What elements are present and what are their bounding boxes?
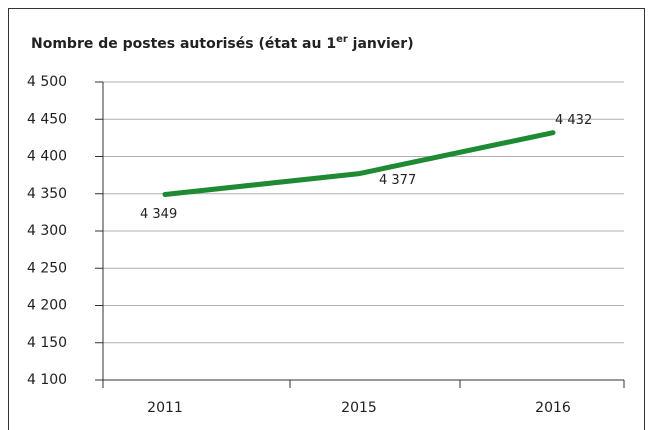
y-tick-label: 4 300 — [27, 223, 67, 239]
title-sup: er — [336, 34, 348, 45]
data-label: 4 349 — [140, 207, 177, 222]
y-tick-label: 4 500 — [27, 74, 67, 90]
y-tick-label: 4 250 — [27, 260, 67, 276]
y-tick-label: 4 200 — [27, 298, 67, 314]
data-label: 4 432 — [555, 113, 592, 128]
line — [162, 130, 556, 197]
x-tick-label: 2015 — [341, 400, 377, 416]
y-tick-label: 4 100 — [27, 372, 67, 388]
y-tick-label: 4 400 — [27, 149, 67, 165]
title-text: Nombre de postes autorisés (état au 1 — [31, 36, 336, 52]
x-tick-label: 2011 — [147, 400, 183, 416]
title-after: janvier) — [348, 36, 414, 52]
y-tick-label: 4 450 — [27, 111, 67, 127]
y-tick-label: 4 350 — [27, 186, 67, 202]
data-label: 4 377 — [379, 173, 416, 188]
y-tick-label: 4 150 — [27, 335, 67, 351]
chart-title: Nombre de postes autorisés (état au 1er … — [31, 34, 414, 52]
frame — [8, 8, 645, 430]
x-tick-label: 2016 — [535, 400, 571, 416]
